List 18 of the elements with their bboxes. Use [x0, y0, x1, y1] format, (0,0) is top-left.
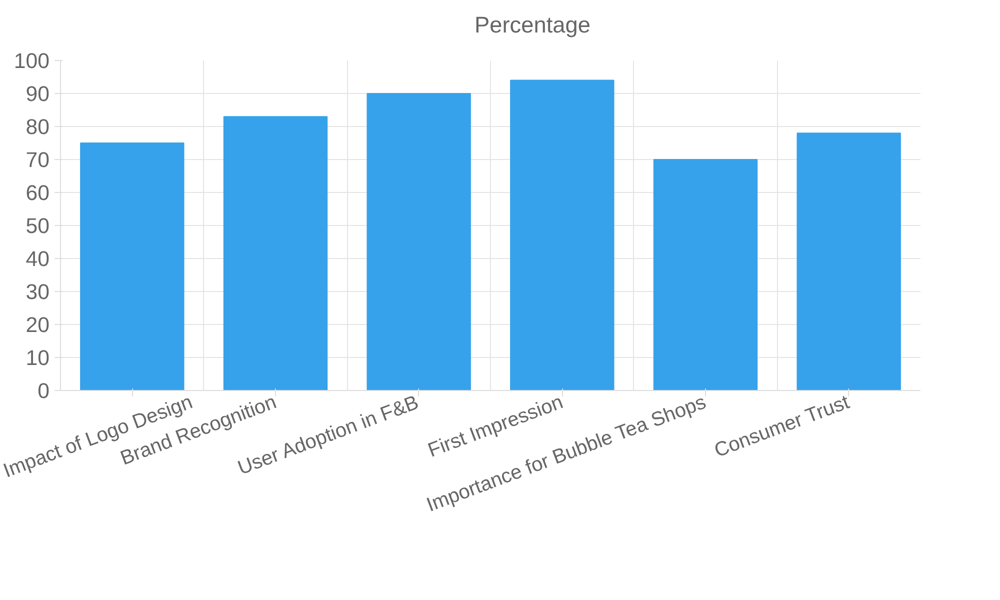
y-tick-label: 60 — [26, 181, 50, 205]
bar — [510, 80, 614, 390]
y-tick-label: 50 — [26, 214, 50, 238]
bar — [366, 93, 471, 390]
y-tick-label: 70 — [26, 148, 50, 172]
y-tick-label: 40 — [26, 247, 50, 271]
y-tick-label: 100 — [14, 49, 50, 73]
bar — [796, 132, 901, 390]
y-tick-label: 20 — [26, 313, 50, 337]
y-tick-label: 80 — [26, 115, 50, 139]
y-tick-label: 30 — [26, 280, 50, 304]
y-tick-label: 10 — [26, 346, 50, 370]
bar — [80, 142, 184, 390]
bar — [653, 159, 758, 390]
y-tick-label: 0 — [38, 379, 50, 403]
bar — [223, 116, 328, 390]
y-tick-label: 90 — [26, 82, 50, 106]
series-label: Percentage — [474, 12, 590, 38]
